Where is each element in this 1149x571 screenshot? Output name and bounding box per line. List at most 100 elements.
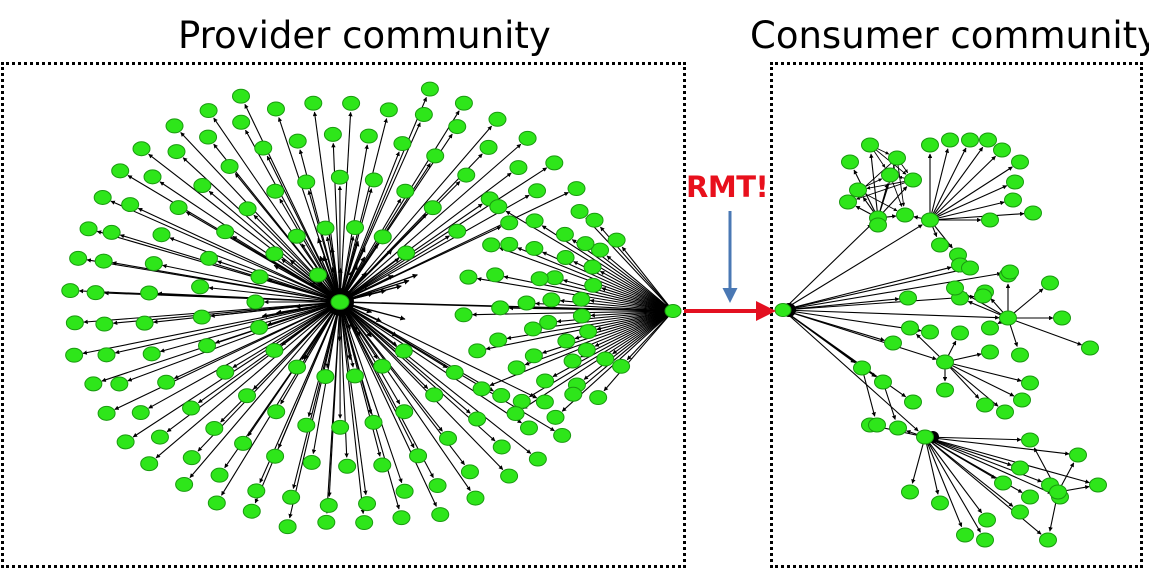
consumer-node [978, 512, 996, 528]
provider-node [297, 174, 316, 190]
provider-node [491, 300, 510, 316]
provider-node [395, 404, 414, 420]
consumer-edge [924, 436, 1070, 456]
consumer-node [921, 324, 939, 340]
consumer-edge [782, 294, 975, 311]
provider-node [489, 199, 508, 215]
provider-node [216, 224, 235, 240]
consumer-edges [782, 144, 1090, 535]
provider-community-panel [1, 62, 686, 568]
provider-node [517, 295, 536, 311]
provider-edge [148, 153, 341, 303]
consumer-node [1041, 275, 1059, 291]
consumer-node [853, 360, 871, 376]
consumer-node [901, 484, 919, 500]
provider-node [169, 200, 188, 216]
provider-edge [603, 310, 674, 392]
consumer-node [931, 495, 949, 511]
provider-node [69, 250, 88, 266]
provider-node [448, 119, 467, 135]
provider-node [191, 279, 210, 295]
provider-node [231, 88, 250, 104]
provider-edge [580, 310, 674, 358]
consumer-community-title: Consumer community [750, 14, 1149, 57]
consumer-edge [861, 367, 876, 417]
provider-node [93, 190, 112, 205]
provider-edge [101, 301, 341, 382]
consumer-node [974, 288, 992, 304]
provider-node [492, 439, 511, 455]
consumer-edge [929, 200, 1005, 221]
provider-node [346, 220, 365, 236]
provider-node [61, 283, 80, 299]
provider-node [570, 204, 589, 219]
provider-edge [524, 310, 674, 366]
consumer-node [1021, 489, 1039, 505]
provider-node [500, 468, 519, 484]
consumer-subhub-node [936, 354, 954, 370]
provider-edge [159, 181, 341, 303]
consumer-edge [782, 271, 1002, 311]
provider-edge [232, 301, 341, 368]
consumer-edge [911, 436, 926, 484]
consumer-edge [924, 436, 1022, 442]
consumer-node [946, 280, 964, 296]
consumer-node [888, 150, 906, 166]
provider-node [545, 155, 564, 171]
consumer-edge [929, 155, 996, 221]
provider-edge [621, 246, 674, 312]
provider-node [278, 519, 297, 535]
provider-node [143, 169, 162, 185]
provider-node [392, 510, 411, 526]
provider-node [287, 228, 306, 244]
provider-node [338, 458, 357, 474]
provider-node [364, 414, 383, 430]
provider-node [267, 404, 286, 420]
provider-node [199, 250, 218, 266]
provider-node [545, 270, 564, 286]
provider-edge [339, 301, 403, 484]
provider-community-title: Provider community [178, 14, 551, 57]
provider-node [79, 221, 98, 237]
provider-node [393, 136, 412, 152]
provider-node [488, 111, 507, 127]
provider-edge [331, 142, 341, 303]
provider-node [423, 200, 442, 216]
provider-node [355, 515, 374, 531]
provider-node [199, 129, 218, 145]
consumer-edge [782, 309, 922, 333]
provider-node [316, 369, 335, 385]
provider-edge [189, 301, 341, 478]
consumer-edge [944, 361, 980, 399]
provider-node [500, 215, 519, 231]
consumer-edge [929, 148, 949, 221]
provider-edge [162, 264, 341, 303]
provider-node [95, 316, 114, 332]
provider-edge [127, 174, 341, 303]
consumer-node [961, 132, 979, 148]
provider-node [520, 420, 539, 436]
consumer-edge [929, 185, 1008, 221]
consumer-node [936, 382, 954, 398]
consumer-edge [924, 436, 940, 495]
consumer-edge [782, 223, 872, 311]
provider-node [479, 139, 498, 155]
provider-node [546, 409, 565, 425]
provider-node [364, 172, 383, 188]
provider-node [373, 358, 392, 374]
provider-node [492, 388, 511, 403]
provider-node [563, 353, 582, 369]
consumer-node [921, 137, 939, 153]
provider-node [539, 314, 558, 330]
provider-node [528, 451, 547, 467]
provider-edge [244, 103, 341, 303]
consumer-node [884, 335, 902, 351]
consumer-edge [856, 179, 914, 200]
consumer-node [881, 167, 899, 183]
provider-node [131, 405, 150, 421]
provider-node [457, 167, 476, 183]
consumer-node [841, 154, 859, 170]
provider-node [567, 181, 586, 197]
provider-node [535, 394, 554, 410]
